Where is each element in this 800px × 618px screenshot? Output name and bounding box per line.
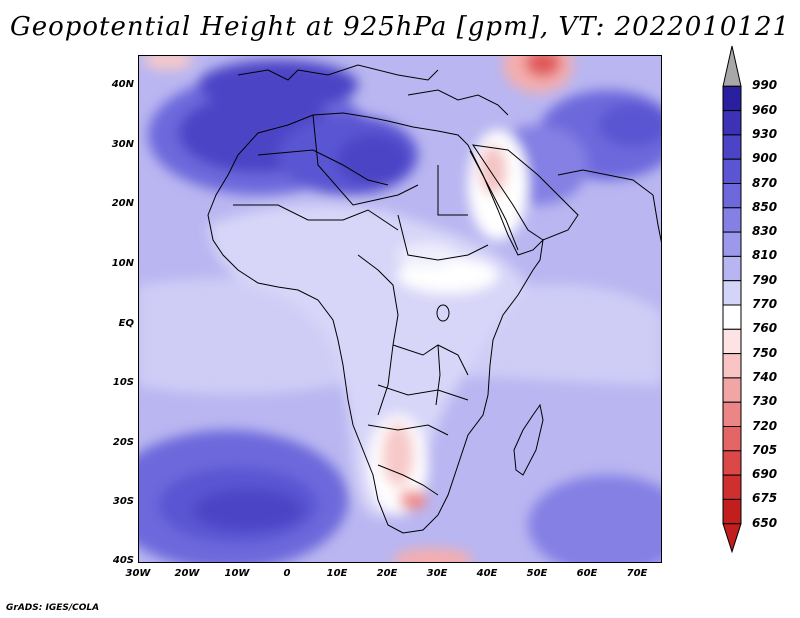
coastlines	[207, 64, 662, 534]
colorbar-swatch	[722, 110, 742, 136]
lon-label: 20W	[174, 568, 200, 579]
colorbar-swatch	[722, 158, 742, 184]
colorbar	[722, 45, 743, 556]
lat-label: 40N	[111, 79, 134, 90]
colorbar-level-label: 705	[752, 442, 778, 457]
field-contours	[138, 55, 662, 563]
colorbar-swatch	[722, 207, 742, 233]
colorbar-swatch	[722, 401, 742, 428]
colorbar-svg	[722, 45, 742, 554]
colorbar-level-label: 690	[752, 467, 778, 482]
colorbar-level-label: 900	[752, 151, 778, 166]
lat-label: 20S	[112, 437, 134, 448]
lon-label: 40E	[476, 568, 498, 579]
colorbar-swatch	[722, 304, 742, 330]
colorbar-swatch	[722, 353, 742, 379]
lat-label: 30N	[111, 139, 134, 150]
colorbar-swatch	[722, 426, 742, 452]
colorbar-swatch	[722, 328, 742, 355]
credit-text: GrADS: IGES/COLA	[6, 603, 100, 613]
colorbar-swatch	[722, 183, 742, 209]
colorbar-swatch	[722, 231, 742, 257]
colorbar-level-label: 930	[752, 126, 778, 141]
colorbar-swatch	[722, 280, 742, 306]
colorbar-arrow-bottom	[722, 523, 742, 554]
colorbar-level-label: 960	[752, 102, 778, 117]
lon-label: 60E	[576, 568, 598, 579]
colorbar-level-label: 740	[752, 369, 778, 384]
colorbar-swatch	[722, 255, 742, 282]
colorbar-level-label: 870	[752, 175, 778, 190]
colorbar-level-label: 760	[752, 321, 778, 336]
lon-label: 0	[283, 568, 291, 579]
lon-label: 10W	[224, 568, 250, 579]
colorbar-level-label: 850	[752, 199, 778, 214]
lat-label: 10N	[111, 258, 134, 269]
map-svg	[138, 55, 662, 563]
lat-label: 40S	[112, 555, 134, 566]
colorbar-level-label: 770	[752, 297, 778, 311]
colorbar-level-label: 675	[752, 491, 778, 506]
lon-label: 70E	[626, 568, 648, 579]
colorbar-level-label: 790	[752, 272, 778, 287]
colorbar-level-label: 750	[752, 345, 778, 360]
colorbar-swatch	[722, 474, 742, 500]
colorbar-swatch	[722, 134, 742, 160]
colorbar-swatch	[722, 85, 742, 112]
lon-label: 50E	[526, 568, 548, 579]
lat-label: 30S	[112, 496, 134, 507]
colorbar-level-label: 650	[752, 515, 778, 530]
lon-label: 10E	[326, 568, 348, 579]
lon-label: 20E	[376, 568, 398, 579]
colorbar-level-label: 830	[752, 224, 778, 239]
colorbar-swatch	[722, 498, 742, 525]
colorbar-swatch	[722, 450, 742, 476]
lat-label: EQ	[118, 318, 134, 329]
lat-label: 20N	[111, 198, 134, 209]
colorbar-level-label: 730	[752, 394, 778, 409]
map-plot-area	[138, 55, 662, 563]
lon-label: 30W	[125, 568, 151, 579]
colorbar-level-label: 720	[752, 418, 778, 433]
colorbar-level-label: 810	[752, 248, 778, 263]
lon-label: 30E	[426, 568, 448, 579]
chart-title: Geopotential Height at 925hPa [gpm], VT:…	[9, 12, 791, 42]
lat-label: 10S	[112, 377, 134, 388]
colorbar-level-label: 990	[752, 78, 778, 93]
colorbar-swatch	[722, 377, 742, 403]
colorbar-arrow-top	[722, 45, 742, 87]
